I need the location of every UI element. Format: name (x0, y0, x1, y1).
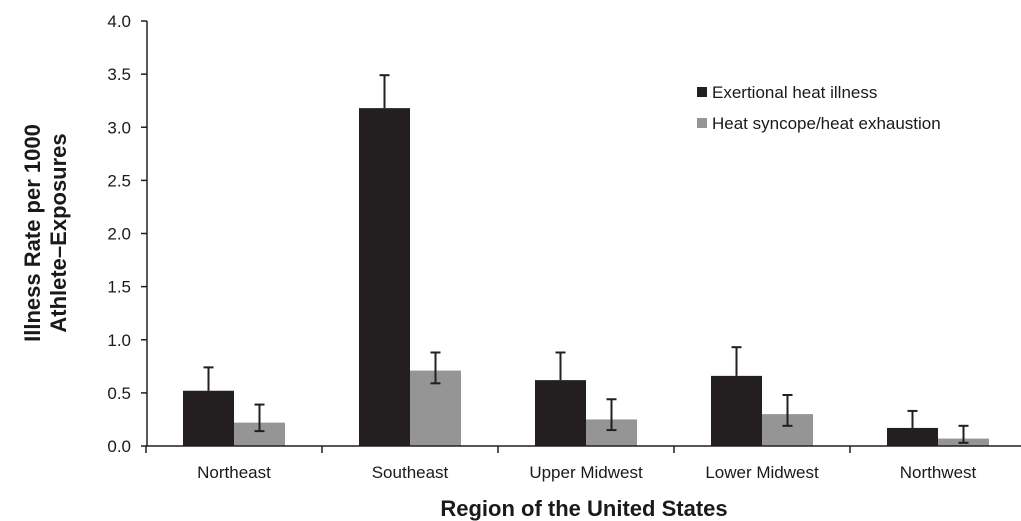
y-tick-label: 1.0 (107, 331, 131, 350)
x-axis-category-labels: Northeast Southeast Upper Midwest Lower Mid… (197, 463, 976, 482)
legend-label-exertional: Exertional heat illness (712, 83, 877, 102)
bar-syncope (234, 422, 285, 446)
x-axis-title: Region of the United States (440, 496, 727, 521)
y-tick-label: 1.5 (107, 278, 131, 297)
bar-exertional (183, 390, 234, 446)
x-category-label: Upper Midwest (529, 463, 643, 482)
legend-swatch-syncope (697, 118, 707, 128)
y-tick-label: 0.5 (107, 384, 131, 403)
x-axis-ticks (145, 446, 851, 453)
legend-label-syncope: Heat syncope/heat exhaustion (712, 114, 941, 133)
bar-exertional (887, 427, 938, 446)
x-category-label: Northwest (900, 463, 977, 482)
bar-exertional (535, 380, 586, 446)
y-axis-ticks: 0.0 0.5 1.0 1.5 2.0 2.5 3.0 3.5 4.0 (107, 12, 147, 456)
bar-exertional (711, 375, 762, 446)
y-tick-label: 3.5 (107, 65, 131, 84)
legend-swatch-exertional (697, 87, 707, 97)
y-axis-title: Illness Rate per 1000 Athlete–Exposures (20, 124, 71, 342)
bars (183, 108, 989, 446)
legend: Exertional heat illness Heat syncope/hea… (697, 83, 941, 133)
bar-exertional (359, 108, 410, 446)
x-category-label: Lower Midwest (705, 463, 819, 482)
x-category-label: Southeast (372, 463, 449, 482)
y-axis-title-line-2: Athlete–Exposures (46, 133, 71, 332)
y-tick-label: 4.0 (107, 12, 131, 31)
y-tick-label: 3.0 (107, 118, 131, 137)
y-tick-label: 0.0 (107, 437, 131, 456)
y-axis-title-line-1: Illness Rate per 1000 (20, 124, 45, 342)
x-category-label: Northeast (197, 463, 271, 482)
y-tick-label: 2.5 (107, 171, 131, 190)
error-bars (203, 74, 969, 444)
y-tick-label: 2.0 (107, 225, 131, 244)
